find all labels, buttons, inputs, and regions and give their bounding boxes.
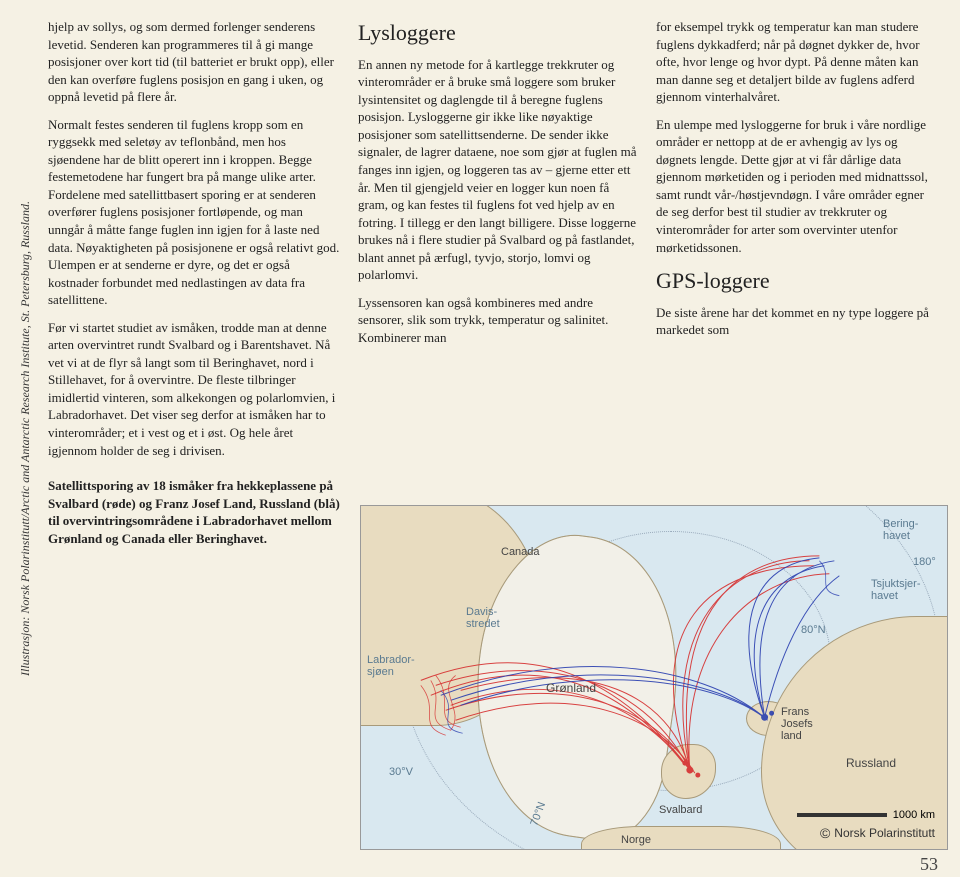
col3-para-1: for eksempel trykk og temperatur kan man… <box>656 18 936 106</box>
col3-para-2: En ulempe med lysloggerne for bruk i vår… <box>656 116 936 256</box>
label-svalbard: Svalbard <box>659 804 702 816</box>
label-canada: Canada <box>501 546 540 558</box>
col2-para-1: En annen ny metode for å kartlegge trekk… <box>358 56 638 284</box>
col1-para-2: Normalt festes senderen til fuglens krop… <box>48 116 340 309</box>
label-chukchi: Tsjuktsjer- havet <box>871 578 921 602</box>
scalebar-label: 1000 km <box>893 809 935 821</box>
label-bering: Bering- havet <box>883 518 918 542</box>
label-russia: Russland <box>846 756 896 770</box>
label-greenland: Grønland <box>546 681 596 695</box>
arctic-map: Labrador- sjøen Davis- stredet Canada Gr… <box>360 505 948 850</box>
map-scalebar: 1000 km <box>797 809 935 821</box>
col1-para-1: hjelp av sollys, og som dermed forlenger… <box>48 18 340 106</box>
label-180: 180° <box>913 556 936 568</box>
label-fjl: Frans Josefs land <box>781 706 813 742</box>
copyright-icon: © <box>820 825 830 841</box>
heading-gpsloggere: GPS-loggere <box>656 266 936 296</box>
map-canvas: Labrador- sjøen Davis- stredet Canada Gr… <box>360 505 948 850</box>
bird-tracks <box>361 506 947 850</box>
page-number: 53 <box>920 854 938 875</box>
label-labradorsjoen: Labrador- sjøen <box>367 654 415 678</box>
label-80n: 80°N <box>801 624 826 636</box>
map-credit-text: Norsk Polarinstitutt <box>834 826 935 840</box>
label-30v: 30°V <box>389 766 413 778</box>
map-caption: Satellittsporing av 18 ismåker fra hekke… <box>48 477 340 547</box>
col2-para-2: Lyssensoren kan også kombineres med andr… <box>358 294 638 347</box>
map-credit: © Norsk Polarinstitutt <box>820 825 935 841</box>
col3-para-3: De siste årene har det kommet en ny type… <box>656 304 936 339</box>
label-davis: Davis- stredet <box>466 606 500 630</box>
scalebar-line <box>797 813 887 817</box>
label-norway: Norge <box>621 834 651 846</box>
col1-para-3: Før vi startet studiet av ismåken, trodd… <box>48 319 340 459</box>
column-1: hjelp av sollys, og som dermed forlenger… <box>48 18 340 859</box>
heading-lysloggere: Lysloggere <box>358 18 638 48</box>
page-content: hjelp av sollys, og som dermed forlenger… <box>0 0 960 877</box>
